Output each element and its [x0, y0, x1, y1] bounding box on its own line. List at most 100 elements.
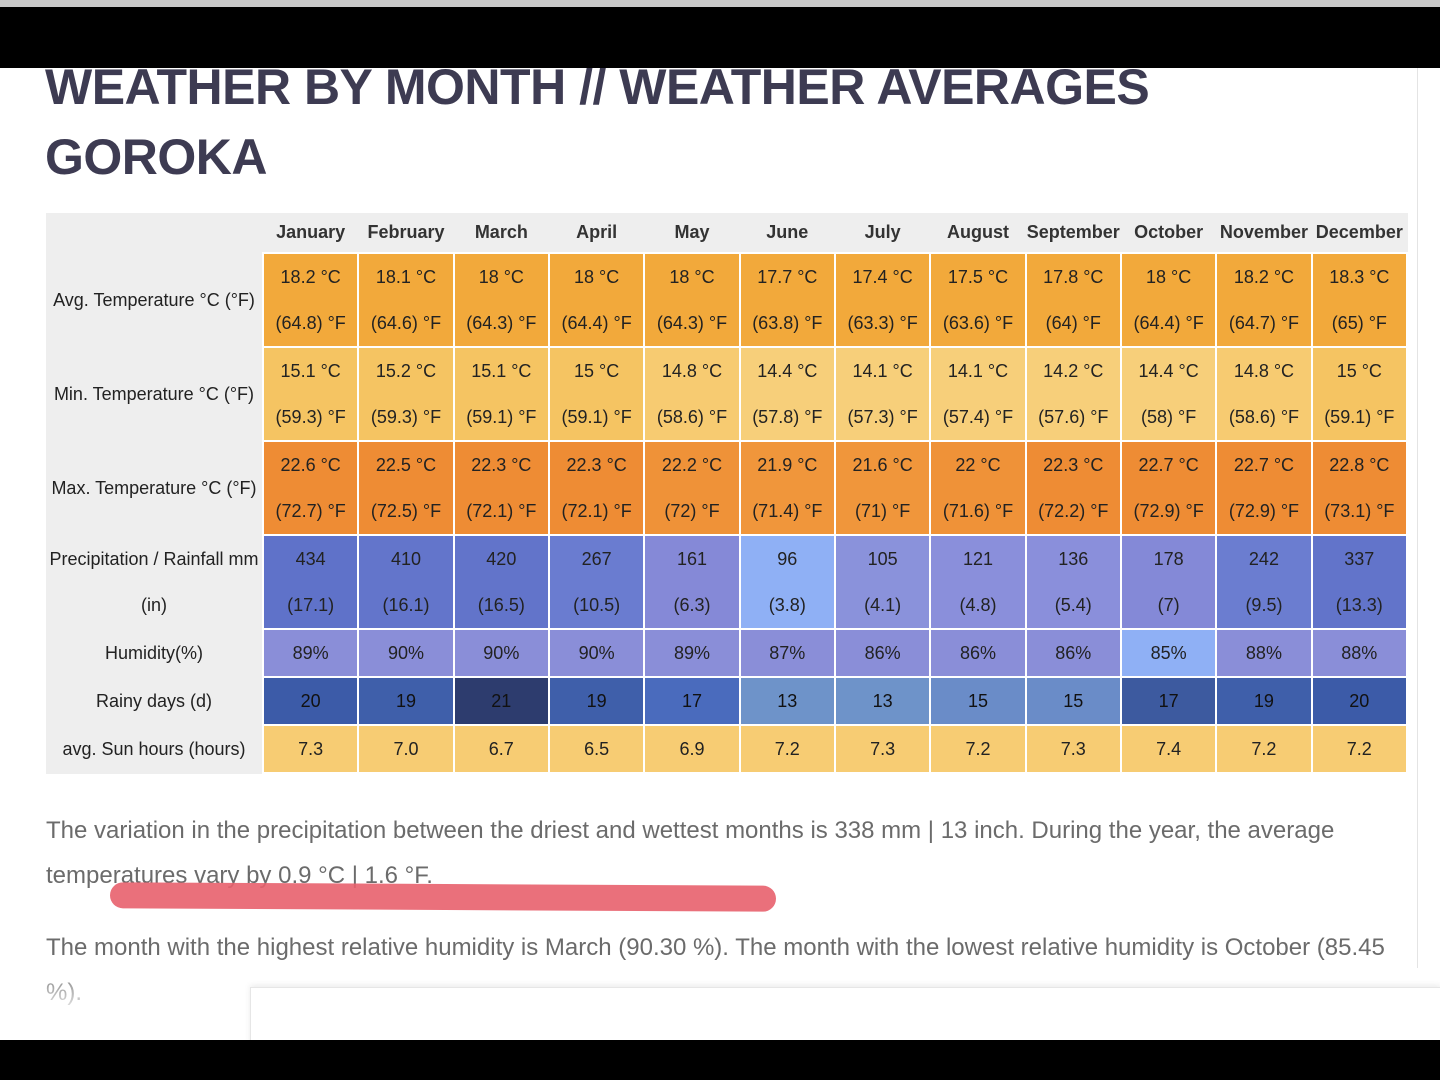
cell-line: 17.5 °C — [947, 267, 1009, 287]
cell-line: 18.2 °C — [1233, 267, 1295, 287]
cell-line: (4.1) — [864, 595, 902, 615]
cell-line: 13 — [872, 691, 893, 711]
data-cell: 13 — [833, 676, 932, 726]
data-cell: 15 °C (59.1) °F — [1310, 346, 1409, 442]
row-label: Min. Temperature °C (°F) — [46, 347, 263, 441]
cell-line: (72) °F — [664, 501, 720, 521]
cell-line: (16.5) — [477, 595, 525, 615]
data-cell: 18 °C (64.4) °F — [547, 252, 646, 348]
table-row: Precipitation / Rainfall mm (in) 434 (17.1… — [46, 534, 1409, 630]
data-cell: 87% — [738, 628, 836, 678]
cell-line: 19 — [395, 691, 416, 711]
cell-line: (16.1) — [382, 595, 430, 615]
data-cell: 7.4 — [1119, 724, 1218, 774]
cell-line: 14.2 °C — [1043, 361, 1104, 381]
cell-line: 7.2 — [1346, 739, 1372, 759]
row-label: Humidity(%) — [46, 629, 263, 677]
data-cell: 14.2 °C (57.6) °F — [1024, 346, 1122, 442]
cell-line: (59.1) °F — [561, 407, 632, 427]
cell-line: (64.4) °F — [1133, 313, 1204, 333]
table-row: Max. Temperature °C (°F) 22.6 °C (72.7) °F… — [46, 440, 1409, 536]
data-cell: 14.1 °C (57.4) °F — [929, 346, 1027, 442]
cell-line: 21.6 °C — [852, 455, 913, 475]
cell-line: 22.7 °C — [1138, 455, 1199, 475]
cell-line: 18.1 °C — [375, 267, 437, 287]
cell-line: 7.2 — [774, 739, 800, 759]
cell-line: 22 °C — [955, 455, 1001, 475]
cell-line: 22.3 °C — [471, 455, 532, 475]
cell-line: 18 °C — [478, 267, 524, 287]
cell-line: (10.5) — [573, 595, 621, 615]
data-cell: 15.1 °C (59.3) °F — [261, 346, 360, 442]
cell-line: 15.2 °C — [375, 361, 437, 381]
data-cell: 86% — [929, 628, 1027, 678]
cell-line: 14.4 °C — [757, 361, 818, 381]
data-cell: 85% — [1119, 628, 1218, 678]
cell-line: 22.5 °C — [375, 455, 437, 475]
cell-line: (64.8) °F — [275, 313, 346, 333]
cell-line: (4.8) — [959, 595, 997, 615]
data-cell: 267 (10.5) — [547, 534, 646, 630]
weather-table: January February March April May June July Augu… — [46, 213, 1409, 774]
cell-line: 22.8 °C — [1329, 455, 1390, 475]
cell-line: (64.4) °F — [561, 313, 632, 333]
data-cell: 18.2 °C (64.7) °F — [1215, 252, 1313, 348]
cell-line: 87% — [769, 643, 806, 663]
cell-line: 18 °C — [669, 267, 715, 287]
paragraph: The variation in the precipitation betwe… — [46, 817, 1335, 889]
cell-line: 7.3 — [1060, 739, 1086, 759]
data-cell: 89% — [261, 628, 360, 678]
cell-line: 18.2 °C — [280, 267, 341, 287]
cell-line: 420 — [486, 549, 517, 569]
browser-edge — [0, 0, 1440, 7]
cell-line: 89% — [673, 643, 710, 663]
cell-line: 242 — [1248, 549, 1279, 569]
cell-line: (6.3) — [673, 595, 711, 615]
cell-line: 121 — [962, 549, 993, 569]
cell-line: (63.3) °F — [847, 313, 918, 333]
table-row: Rainy days (d) 20 19 21 19 17 13 13 15 15 17 19 20 — [46, 676, 1409, 726]
cell-line: 15 °C — [574, 361, 620, 381]
cell-line: (59.1) °F — [466, 407, 537, 427]
data-cell: 90% — [452, 628, 550, 678]
cell-line: (57.4) °F — [942, 407, 1014, 427]
cell-line: (71.4) °F — [752, 501, 823, 521]
data-cell: 86% — [1024, 628, 1122, 678]
data-cell: 22.6 °C (72.7) °F — [261, 440, 360, 536]
cell-line: 136 — [1058, 549, 1089, 569]
cell-line: 17 — [681, 691, 702, 711]
cell-line: (57.3) °F — [847, 407, 918, 427]
data-cell: 90% — [547, 628, 646, 678]
data-cell: 88% — [1310, 628, 1409, 678]
data-cell: 6.7 — [452, 724, 550, 774]
data-cell: 14.4 °C (57.8) °F — [738, 346, 836, 442]
data-cell: 7.2 — [738, 724, 836, 774]
data-cell: 20 — [1310, 676, 1409, 726]
cell-line: 85% — [1150, 643, 1187, 663]
data-cell: 18.2 °C (64.8) °F — [261, 252, 360, 348]
cell-line: 86% — [959, 643, 996, 663]
cell-line: (63.6) °F — [942, 313, 1014, 333]
data-cell: 17.7 °C (63.8) °F — [738, 252, 836, 348]
top-bar — [0, 7, 1440, 68]
data-cell: 136 (5.4) — [1024, 534, 1122, 630]
cell-line: 15 — [967, 691, 988, 711]
data-cell: 178 (7) — [1119, 534, 1218, 630]
cell-line: 90% — [483, 643, 520, 663]
data-cell: 22.8 °C (73.1) °F — [1310, 440, 1409, 536]
data-cell: 434 (17.1) — [261, 534, 360, 630]
cell-line: (59.3) °F — [370, 407, 442, 427]
data-cell: 22.3 °C (72.1) °F — [547, 440, 646, 536]
cell-line: 14.1 °C — [852, 361, 913, 381]
cell-line: 7.3 — [298, 739, 324, 759]
data-cell: 337 (13.3) — [1310, 534, 1409, 630]
cell-line: 7.3 — [870, 739, 896, 759]
month-header: December — [1315, 222, 1403, 242]
cell-line: 86% — [1055, 643, 1092, 663]
cell-line: (9.5) — [1245, 595, 1283, 615]
cell-line: 7.4 — [1156, 739, 1182, 759]
cell-line: 410 — [390, 549, 422, 569]
data-cell: 242 (9.5) — [1215, 534, 1313, 630]
cell-line: 15 °C — [1336, 361, 1382, 381]
